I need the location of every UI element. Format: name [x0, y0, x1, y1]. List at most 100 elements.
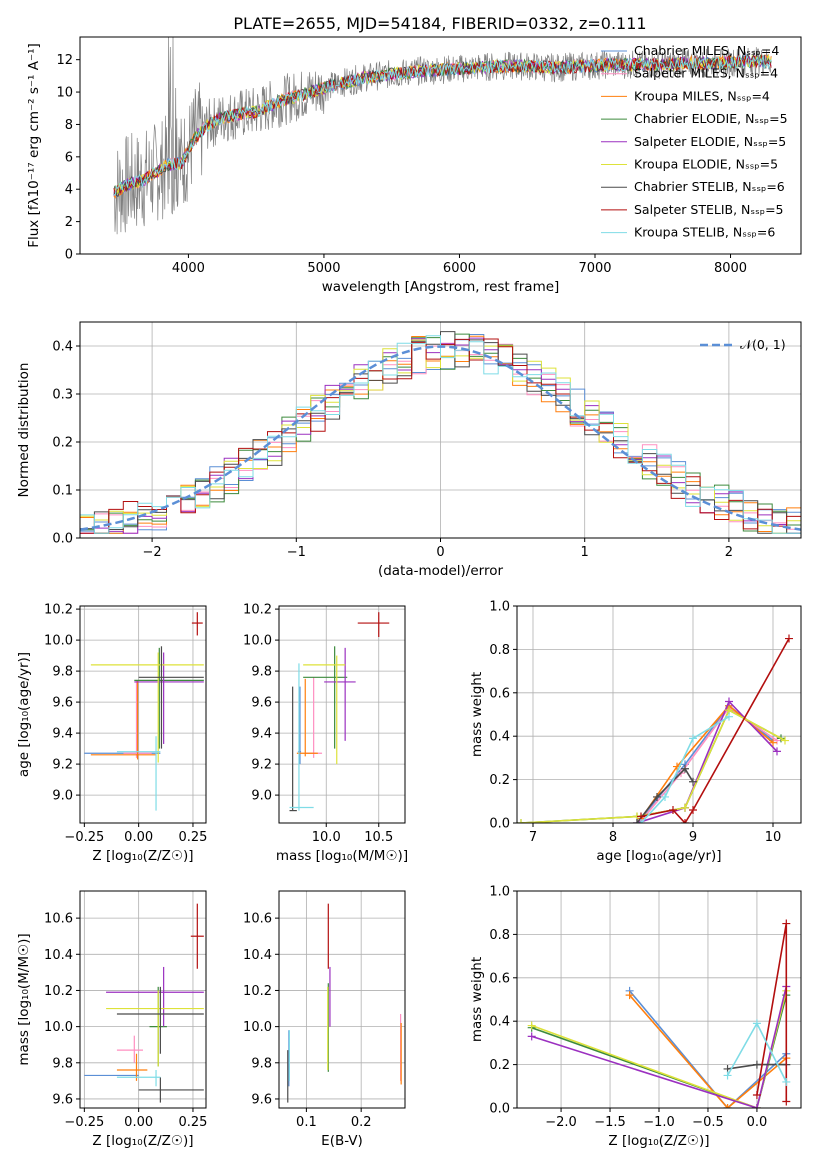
weight-marker	[681, 803, 689, 812]
y-tick-label: 0.4	[489, 730, 510, 745]
y-tick-label: 0.2	[489, 1058, 510, 1073]
y-tick-label: 10.6	[44, 912, 73, 927]
y-tick-label: 9.8	[52, 665, 73, 680]
weight-line	[531, 986, 788, 1108]
panel-weight-vs-Z	[513, 890, 802, 1112]
weight-marker	[752, 1019, 761, 1028]
x-axis-label: Z [log₁₀(Z/Z☉)]	[608, 1133, 709, 1149]
y-tick-label: 10.4	[44, 948, 73, 963]
y-tick-label: 1.0	[489, 885, 510, 900]
y-tick-label: 9.4	[52, 727, 73, 742]
weight-marker	[661, 792, 669, 801]
x-tick-label: 0.00	[124, 1115, 153, 1130]
chart-title: PLATE=2655, MJD=54184, FIBERID=0332, z=0…	[233, 14, 646, 33]
y-tick-label: 9.2	[251, 758, 272, 773]
weight-marker	[723, 1071, 732, 1080]
x-tick-label: 0.1	[296, 1115, 317, 1130]
y-tick-label: 9.8	[251, 1056, 272, 1071]
y-tick-label: 0.0	[489, 817, 510, 832]
y-tick-label: 9.6	[251, 696, 272, 711]
x-tick-label: 8000	[714, 261, 747, 276]
plot-area	[289, 612, 390, 812]
y-tick-label: 10.0	[44, 634, 73, 649]
plot-area	[80, 331, 801, 534]
weight-marker	[769, 738, 777, 747]
weight-marker	[527, 1032, 536, 1041]
panel-mass-vs-Z	[76, 890, 207, 1112]
panel-spectrum	[76, 36, 802, 258]
x-tick-label: −2	[143, 545, 162, 560]
plot-layer: 4000 5000 6000 7000 8000024681012wavelength …	[16, 36, 802, 1149]
x-tick-label: 10	[765, 830, 782, 845]
x-tick-label: 5000	[307, 261, 340, 276]
y-tick-label: 10.0	[243, 634, 272, 649]
y-tick-label: 9.2	[52, 758, 73, 773]
weight-marker	[782, 1077, 791, 1086]
y-tick-label: 9.8	[52, 1056, 73, 1071]
weight-line	[628, 994, 787, 1108]
y-tick-label: 10.0	[243, 1020, 272, 1035]
spectrum-model-line	[113, 54, 772, 194]
legend-label: Chabrier MILES, Nₛₛₚ=4	[634, 43, 779, 58]
weight-marker	[681, 764, 689, 773]
x-tick-label: 6000	[443, 261, 476, 276]
y-axis-label: Flux [fλ10⁻¹⁷ erg cm⁻² s⁻¹ A⁻¹]	[26, 43, 42, 248]
plot-area	[113, 37, 772, 235]
plot-area	[527, 919, 791, 1108]
y-tick-label: 0.4	[489, 1015, 510, 1030]
y-axis-label: mass [log₁₀(M/M☉)]	[16, 933, 32, 1065]
axes-frame	[516, 890, 802, 1109]
y-tick-label: 0.1	[52, 484, 73, 499]
x-tick-label: 2	[725, 545, 733, 560]
y-tick-label: 0.8	[489, 928, 510, 943]
y-tick-label: 0.2	[52, 436, 73, 451]
weight-marker	[752, 1060, 761, 1069]
plot-area	[84, 903, 204, 1103]
legend-label: Chabrier ELODIE, Nₛₛₚ=5	[634, 111, 788, 126]
panel-residuals	[76, 321, 802, 542]
x-tick-label: −0.25	[64, 1115, 104, 1130]
axes-frame	[79, 605, 207, 824]
weight-marker	[725, 697, 733, 706]
legend-label: Salpeter MILES, Nₛₛₚ=4	[634, 66, 778, 81]
y-tick-label: 10.0	[44, 1020, 73, 1035]
weight-marker	[625, 991, 634, 1000]
legend-label: Salpeter ELODIE, Nₛₛₚ=5	[634, 134, 786, 149]
x-tick-label: −2.0	[545, 1115, 577, 1130]
y-tick-label: 0.2	[489, 773, 510, 788]
x-tick-label: 0	[436, 545, 444, 560]
plot-area	[517, 634, 793, 823]
y-tick-label: 0.4	[52, 340, 73, 355]
x-tick-label: 0.25	[178, 830, 207, 845]
y-tick-label: 10.2	[243, 984, 272, 999]
y-tick-label: 10	[56, 86, 73, 101]
weight-marker	[689, 777, 697, 786]
x-axis-label: Z [log₁₀(Z/Z☉)]	[92, 1133, 193, 1149]
x-tick-label: −0.5	[692, 1115, 724, 1130]
weight-marker	[723, 1104, 732, 1108]
legend-label: Chabrier STELIB, Nₛₛₚ=6	[634, 179, 785, 194]
weight-marker	[633, 819, 641, 823]
weight-marker	[773, 747, 781, 756]
x-axis-label: mass [log₁₀(M/M☉)]	[276, 848, 408, 864]
y-tick-label: 9.6	[52, 696, 73, 711]
x-tick-label: 7	[529, 830, 537, 845]
panel-age-vs-Z	[76, 605, 207, 827]
spectrum-model-line	[113, 54, 772, 196]
panel-weight-vs-age	[513, 605, 802, 827]
weight-marker	[725, 712, 733, 721]
gaussian-curve	[80, 345, 801, 531]
y-tick-label: 0	[65, 248, 73, 263]
weight-marker	[689, 805, 697, 814]
weight-marker	[681, 819, 689, 823]
panel-age-vs-mass	[275, 605, 406, 827]
y-tick-label: 0.6	[489, 971, 510, 986]
y-tick-label: 9.0	[251, 789, 272, 804]
y-tick-label: 2	[65, 215, 73, 230]
y-tick-label: 12	[56, 53, 73, 68]
legend-label: Kroupa MILES, Nₛₛₚ=4	[634, 88, 770, 103]
x-tick-label: −1	[287, 545, 306, 560]
weight-marker	[517, 819, 525, 823]
y-axis-label: mass weight	[469, 672, 485, 757]
